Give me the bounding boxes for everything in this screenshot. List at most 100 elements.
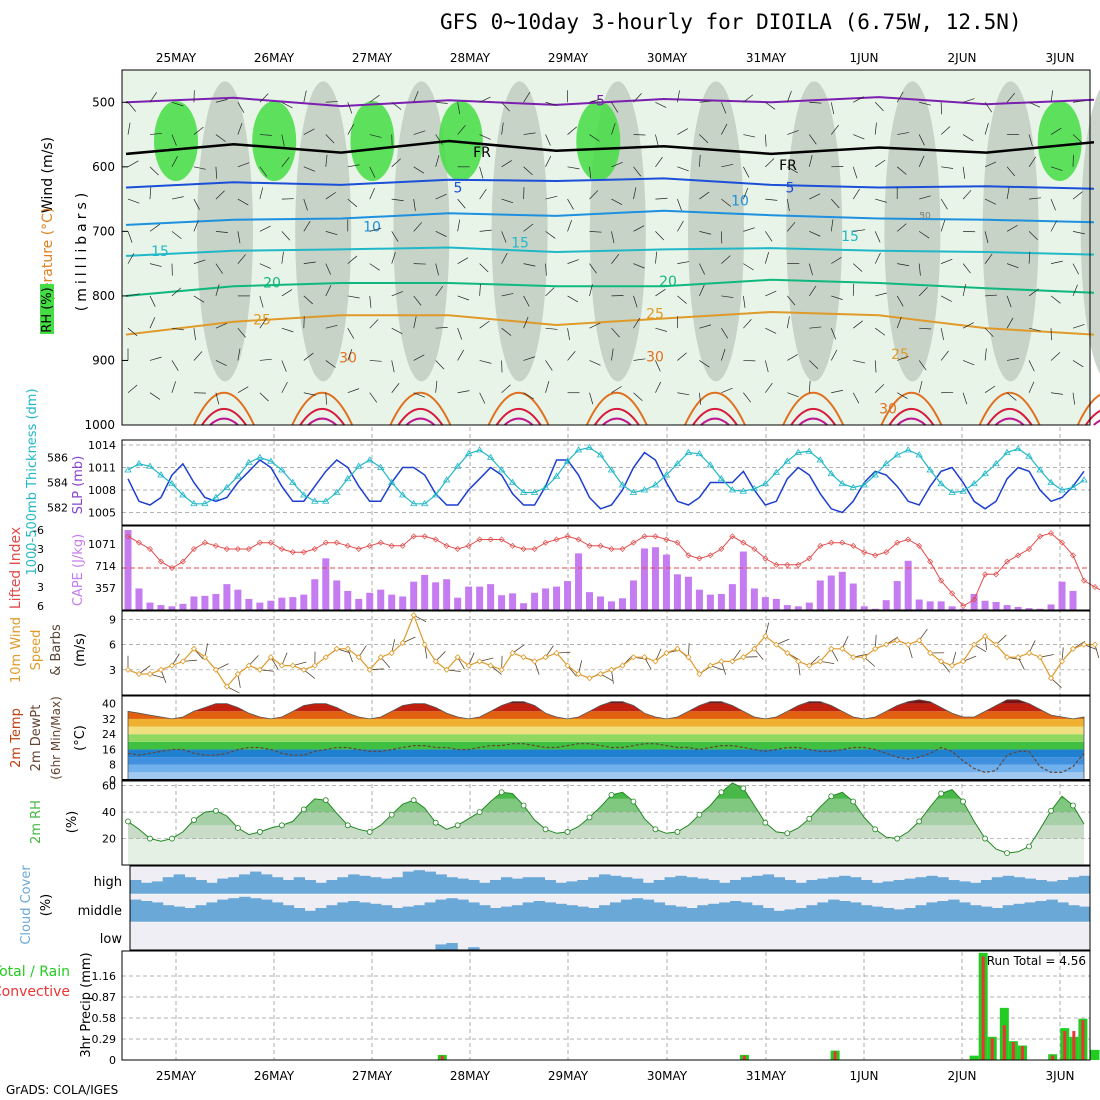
cloud-cell [282,880,295,894]
cloud-label-low: low [100,932,123,947]
cape-bar [772,598,780,610]
wind-barb [281,289,293,297]
cloud-cell [140,901,153,922]
cloud-cell [762,874,775,894]
wind-barb [1050,198,1056,211]
cloud-cell [740,877,753,894]
pressure-tick-label: 700 [92,224,115,238]
wind-barb [699,231,712,235]
rh-contour-label: 30 [919,211,931,221]
cloud-cell [173,874,186,894]
cloud-cell [511,878,524,894]
wind-barb [171,156,178,167]
lifted-index-point [861,549,868,556]
cloud-cell [370,903,382,922]
wind-barb [940,198,948,210]
wind-barb [1006,392,1017,401]
cloud-cell [1024,902,1036,922]
cape-bar [212,594,220,610]
thickness-point [311,497,319,504]
wind-barb [852,392,860,404]
thickness-point [201,499,209,507]
contour-label: 15 [151,244,169,260]
cloud-cell [904,908,916,922]
cape-bar [179,603,187,610]
contour-label: 15 [511,236,529,252]
wind-barb [589,360,601,366]
wind-barb [259,93,269,103]
cloud-cell [544,880,556,894]
cloud-cell [686,877,698,894]
rh-point [960,798,967,805]
cloud-cell [468,902,480,922]
wind-barb [369,392,378,403]
lifted-index-point [762,555,769,562]
date-label-top: 26MAY [254,51,295,65]
cape-bar [871,608,879,610]
wind-barb-10m [303,669,316,679]
thickness-point [948,488,956,495]
cloud-cell [904,878,916,894]
wind-barb [962,392,968,405]
lifted-index-point [1081,577,1087,584]
contour-label: 20 [659,274,677,290]
cape-bar [981,600,989,610]
wind-barb [215,166,218,179]
wind-barb [347,123,355,135]
wind-tick-label: 9 [109,613,116,626]
wind-speed-point [531,658,538,665]
lifted-index-point [707,552,714,559]
cloud-cell [719,902,731,922]
wind-barb [830,124,839,135]
wind-speed-point [201,654,208,661]
cape-bar [849,583,857,610]
panel-frame-p6 [121,780,1091,866]
rh-point [344,822,351,829]
wind-barb [655,360,661,372]
wind-barb [830,219,834,232]
cloud-cell [871,882,884,894]
wind-barb [655,288,666,297]
wind-barb [127,231,133,243]
cloud-cell [228,877,240,894]
wind-barb [1006,317,1014,329]
thickness-point [552,472,561,479]
cloud-cell [1057,880,1069,894]
lifted-index-point [806,555,813,562]
wind-barb [919,327,932,330]
wind-barb-10m [655,648,662,662]
wind-tick-label: 3 [109,664,116,677]
wind-barb [874,122,877,135]
axis-label-temp-line2: 2m DewPt [29,705,44,772]
wind-barb [655,156,663,168]
cape-bar [476,586,484,610]
wind-barb [435,285,444,297]
wind-barb [127,327,138,337]
wind-barb [501,102,510,112]
footer-credit: GrADS: COLA/IGES [6,1083,119,1097]
wind-speed-point [432,658,439,665]
thickness-point [673,459,682,467]
axis-label-cloud-unit: (%) [39,894,54,917]
wind-barb [149,187,152,200]
wind-speed-point [1036,654,1044,661]
wind-speed-point [245,662,252,669]
wind-barb [677,90,680,103]
cloud-cell [446,898,458,922]
wind-barb [984,231,989,244]
cape-bar [553,586,561,610]
wind-barb [611,102,619,113]
cape-bar [728,584,736,610]
temp-contour-35 [397,408,444,426]
rh-band [128,838,1084,865]
wind-barb [435,263,439,276]
lifted-index-point [663,536,670,543]
cloud-cell [1068,877,1080,894]
cloud-cell [1079,906,1091,922]
wind-barb [699,324,712,329]
wind-barb [852,188,860,200]
wind-barb [721,102,727,114]
wind-barb [962,189,972,200]
wind-barb [457,349,464,361]
lifted-index-point [509,542,516,549]
